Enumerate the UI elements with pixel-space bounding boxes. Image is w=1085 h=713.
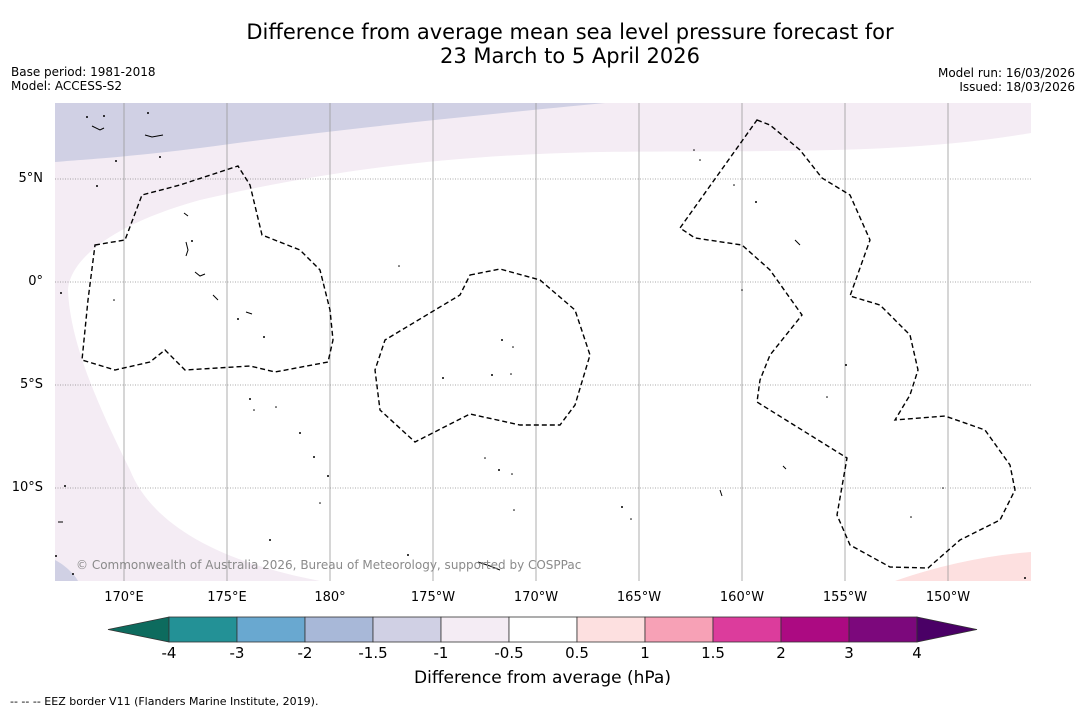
colorbar-tick-label: -1.5 [358,644,388,662]
colorbar-extend-high [916,616,978,643]
colorbar-swatch [848,616,918,643]
colorbar-tick-label: -0.5 [494,644,524,662]
colorbar-tick-label: -1 [433,644,449,662]
lon-label-170e: 170°E [104,590,144,605]
colorbar [107,616,978,643]
colorbar-extend-low [107,616,170,643]
colorbar-tick-label: 1.5 [701,644,725,662]
base-period: Base period: 1981-2018 [11,65,156,79]
island-dots [55,112,1026,579]
colorbar-tick-label: -2 [297,644,313,662]
lon-label-175e: 175°E [207,590,247,605]
anomaly-region-lavender [55,103,605,162]
colorbar-swatch [440,616,510,643]
lon-label-180: 180° [314,590,346,605]
map-title: Difference from average mean sea level p… [0,20,1085,68]
lat-label-5s: 5°S [19,377,43,392]
lon-label-165w: 165°W [616,590,662,605]
colorbar-swatch [372,616,442,643]
colorbar-label: Difference from average (hPa) [414,668,671,688]
lon-label-160w: 160°W [719,590,765,605]
lon-label-150w: 150°W [925,590,971,605]
colorbar-swatch [304,616,374,643]
meridians [123,103,949,581]
model-info: Base period: 1981-2018 Model: ACCESS-S2 [11,65,156,93]
colorbar-tick-label: -4 [161,644,177,662]
lat-label-0: 0° [28,274,43,289]
run-info: Model run: 16/03/2026 Issued: 18/03/2026 [938,66,1075,94]
islands [58,125,801,571]
eez-border-line-islands [679,119,1016,569]
eez-legend-footnote: -- -- -- EEZ border V11 (Flanders Marine… [10,695,319,708]
title-line-1: Difference from average mean sea level p… [246,20,894,44]
model-run-date: Model run: 16/03/2026 [937,66,1075,80]
eez-border-phoenix-islands [374,268,591,443]
lon-label-175w: 175°W [410,590,456,605]
lat-label-10s: 10°S [11,480,43,495]
colorbar-swatch [780,616,850,643]
colorbar-tick-label: 2 [776,644,786,662]
issued-date: Issued: 18/03/2026 [959,80,1075,94]
colorbar-tick-label: 1 [640,644,650,662]
copyright-notice: © Commonwealth of Australia 2026, Bureau… [76,558,582,572]
colorbar-swatch [168,616,238,643]
title-line-2: 23 March to 5 April 2026 [440,44,700,68]
anomaly-region-bottom-left [55,560,78,581]
model-name: Model: ACCESS-S2 [11,79,123,93]
colorbar-swatch [712,616,782,643]
colorbar-swatch [576,616,646,643]
eez-borders [81,119,1016,569]
colorbar-swatch [644,616,714,643]
anomaly-region-light-pink [895,552,1031,581]
colorbar-tick-label: 0.5 [565,644,589,662]
eez-border-kiribati-gilberts [81,165,334,373]
map-area [55,103,1031,581]
colorbar-swatch [508,616,578,643]
lon-label-155w: 155°W [822,590,868,605]
colorbar-tick-label: -3 [229,644,245,662]
lat-label-5n: 5°N [18,171,44,186]
colorbar-tick-label: 4 [912,644,922,662]
lon-label-170w: 170°W [513,590,559,605]
colorbar-tick-label: 3 [844,644,854,662]
colorbar-swatch [236,616,306,643]
